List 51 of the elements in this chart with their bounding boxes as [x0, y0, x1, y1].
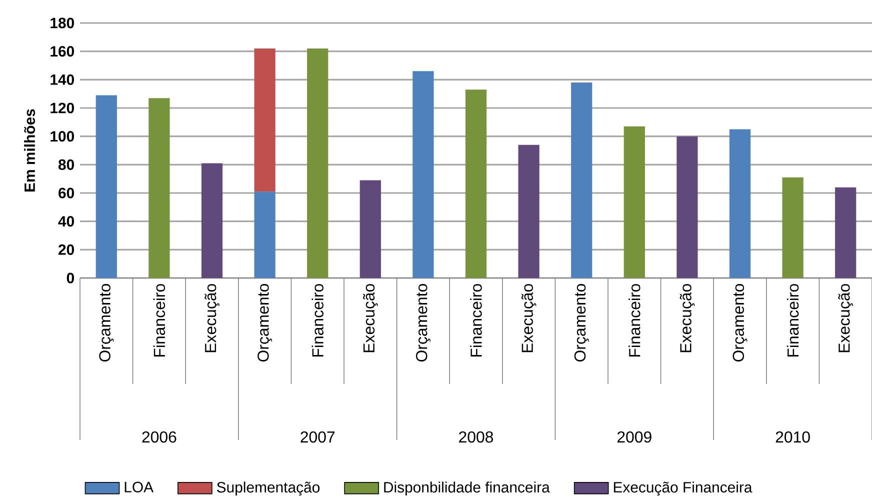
bar — [465, 90, 487, 278]
x-tick-label: Execução — [838, 284, 854, 352]
bar — [254, 192, 276, 278]
y-tick-label: 180 — [50, 18, 74, 28]
x-tick-label: Financeiro — [153, 284, 166, 356]
y-axis-title: Em milhões — [24, 109, 36, 192]
bar — [412, 71, 434, 278]
y-tick-label: 60 — [58, 188, 74, 198]
legend-label: Disponbilidade financeira — [384, 482, 550, 496]
text: 2008 — [459, 431, 494, 443]
x-tick-label: Orçamento — [416, 284, 430, 362]
bar — [835, 187, 856, 278]
text: 2010 — [776, 431, 810, 443]
x-tick-label: Orçamento — [732, 284, 748, 362]
bar — [624, 126, 645, 278]
bar — [782, 177, 804, 278]
y-tick-label: 40 — [58, 216, 74, 227]
x-tick-label: Financeiro — [312, 284, 324, 356]
y-tick-label: 80 — [58, 159, 74, 170]
x-tick-label: Financeiro — [786, 284, 799, 356]
x-tick-label: Execução — [204, 284, 220, 352]
y-tick-label: 140 — [50, 74, 74, 85]
y-tick-label: 120 — [50, 102, 74, 114]
legend-label: Execução Financeira — [614, 482, 752, 496]
x-tick-label: Execução — [521, 284, 536, 352]
bar — [201, 163, 223, 278]
legend-label: LOA — [124, 482, 154, 492]
x-tick-label: Execução — [362, 284, 378, 352]
x-tick-label: Orçamento — [99, 284, 114, 362]
text: 2006 — [142, 431, 176, 443]
x-tick-label: Orçamento — [574, 284, 589, 362]
x-tick-label: Execução — [680, 284, 695, 352]
bar — [360, 180, 381, 278]
bar — [96, 95, 117, 278]
bar — [148, 98, 170, 278]
bar — [518, 144, 540, 278]
bar — [729, 129, 751, 278]
bar — [676, 136, 698, 278]
x-tick-label: Financeiro — [470, 284, 482, 356]
text: 2009 — [617, 431, 652, 443]
x-tick-label: Financeiro — [628, 284, 640, 356]
y-tick-label: 20 — [58, 244, 74, 255]
y-tick-label: 160 — [50, 46, 74, 57]
bar — [254, 48, 276, 192]
y-tick-label: 0 — [66, 272, 74, 284]
text: 2007 — [300, 431, 335, 443]
bar — [307, 48, 328, 278]
bar — [571, 82, 592, 278]
x-tick-label: Orçamento — [258, 284, 272, 362]
y-tick-label: 100 — [50, 131, 74, 142]
legend-label: Suplementação — [217, 482, 320, 496]
